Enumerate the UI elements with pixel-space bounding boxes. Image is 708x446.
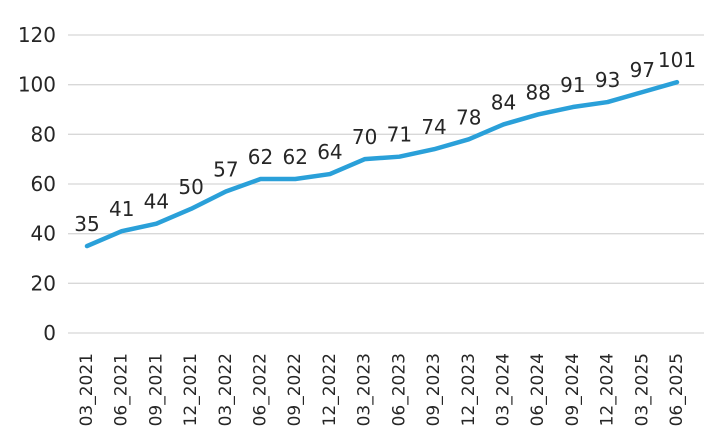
data-point-label: 50 <box>178 175 203 199</box>
data-point-label: 70 <box>352 125 377 149</box>
x-tick-label: 06_2025 <box>667 353 687 426</box>
y-tick-label: 20 <box>31 271 56 295</box>
x-tick-label: 12_2024 <box>598 353 618 426</box>
data-point-label: 62 <box>283 145 308 169</box>
data-point-label: 88 <box>525 80 550 104</box>
y-tick-label: 0 <box>43 321 56 345</box>
data-point-label: 97 <box>630 58 655 82</box>
data-point-label: 74 <box>421 115 446 139</box>
data-point-label: 62 <box>248 145 273 169</box>
data-point-label: 78 <box>456 105 481 129</box>
x-tick-label: 12_2023 <box>459 353 479 426</box>
y-tick-label: 100 <box>18 73 56 97</box>
y-tick-label: 60 <box>31 172 56 196</box>
x-tick-label: 06_2024 <box>528 353 548 426</box>
data-point-label: 35 <box>74 212 99 236</box>
y-tick-label: 40 <box>31 222 56 246</box>
x-tick-label: 06_2022 <box>251 353 271 426</box>
data-point-label: 64 <box>317 140 342 164</box>
x-tick-label: 12_2021 <box>181 353 201 426</box>
data-point-label: 84 <box>491 90 516 114</box>
x-tick-label: 09_2024 <box>563 353 583 426</box>
x-tick-label: 09_2022 <box>285 353 305 426</box>
series-line <box>84 79 680 249</box>
x-tick-label: 12_2022 <box>320 353 340 426</box>
x-tick-label: 03_2025 <box>632 353 652 426</box>
data-point-label: 44 <box>144 190 169 214</box>
x-tick-label: 03_2023 <box>355 353 375 426</box>
x-tick-label: 09_2021 <box>146 353 166 426</box>
x-tick-label: 09_2023 <box>424 353 444 426</box>
x-tick-label: 03_2021 <box>77 353 97 426</box>
y-tick-label: 120 <box>18 23 56 47</box>
y-tick-label: 80 <box>31 122 56 146</box>
x-tick-label: 06_2023 <box>389 353 409 426</box>
data-point-label: 91 <box>560 73 585 97</box>
data-point-label: 93 <box>595 68 620 92</box>
data-point-label: 101 <box>658 48 696 72</box>
data-point-label: 57 <box>213 157 238 181</box>
data-point-label: 71 <box>387 123 412 147</box>
x-tick-label: 03_2024 <box>493 353 513 426</box>
data-point-label: 41 <box>109 197 134 221</box>
x-tick-label: 06_2021 <box>112 353 132 426</box>
x-tick-label: 03_2022 <box>216 353 236 426</box>
